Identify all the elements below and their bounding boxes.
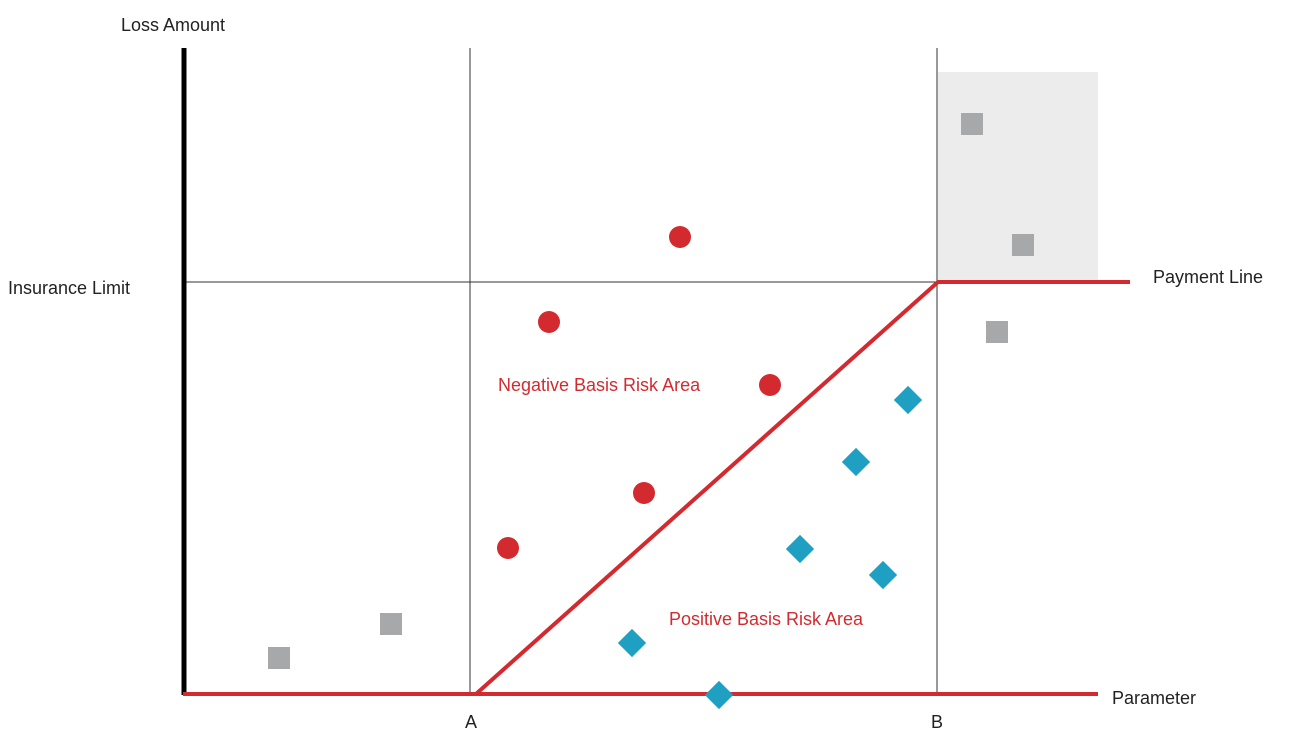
point-a-label: A [465, 712, 477, 731]
negative-markers [497, 226, 781, 559]
x-axis-label: Parameter [1112, 688, 1196, 708]
positive-area-label: Positive Basis Risk Area [669, 609, 864, 629]
y-axis-label: Loss Amount [121, 15, 225, 35]
positive-marker [617, 628, 647, 658]
neutral-marker [268, 647, 290, 669]
positive-markers [617, 385, 923, 710]
negative-marker [497, 537, 519, 559]
payment-line [183, 280, 1130, 696]
positive-marker [868, 560, 898, 590]
neutral-marker [986, 321, 1008, 343]
negative-marker [538, 311, 560, 333]
neutral-marker [380, 613, 402, 635]
positive-marker [704, 680, 734, 710]
negative-marker [669, 226, 691, 248]
neutral-marker [961, 113, 983, 135]
negative-area-label: Negative Basis Risk Area [498, 375, 701, 395]
negative-marker [759, 374, 781, 396]
positive-marker [841, 447, 871, 477]
positive-marker [785, 534, 815, 564]
positive-marker [893, 385, 923, 415]
point-b-label: B [931, 712, 943, 731]
neutral-markers [268, 113, 1034, 669]
payment-line-label: Payment Line [1153, 267, 1263, 287]
neutral-marker [1012, 234, 1034, 256]
negative-marker [633, 482, 655, 504]
insurance-limit-label: Insurance Limit [8, 278, 130, 298]
